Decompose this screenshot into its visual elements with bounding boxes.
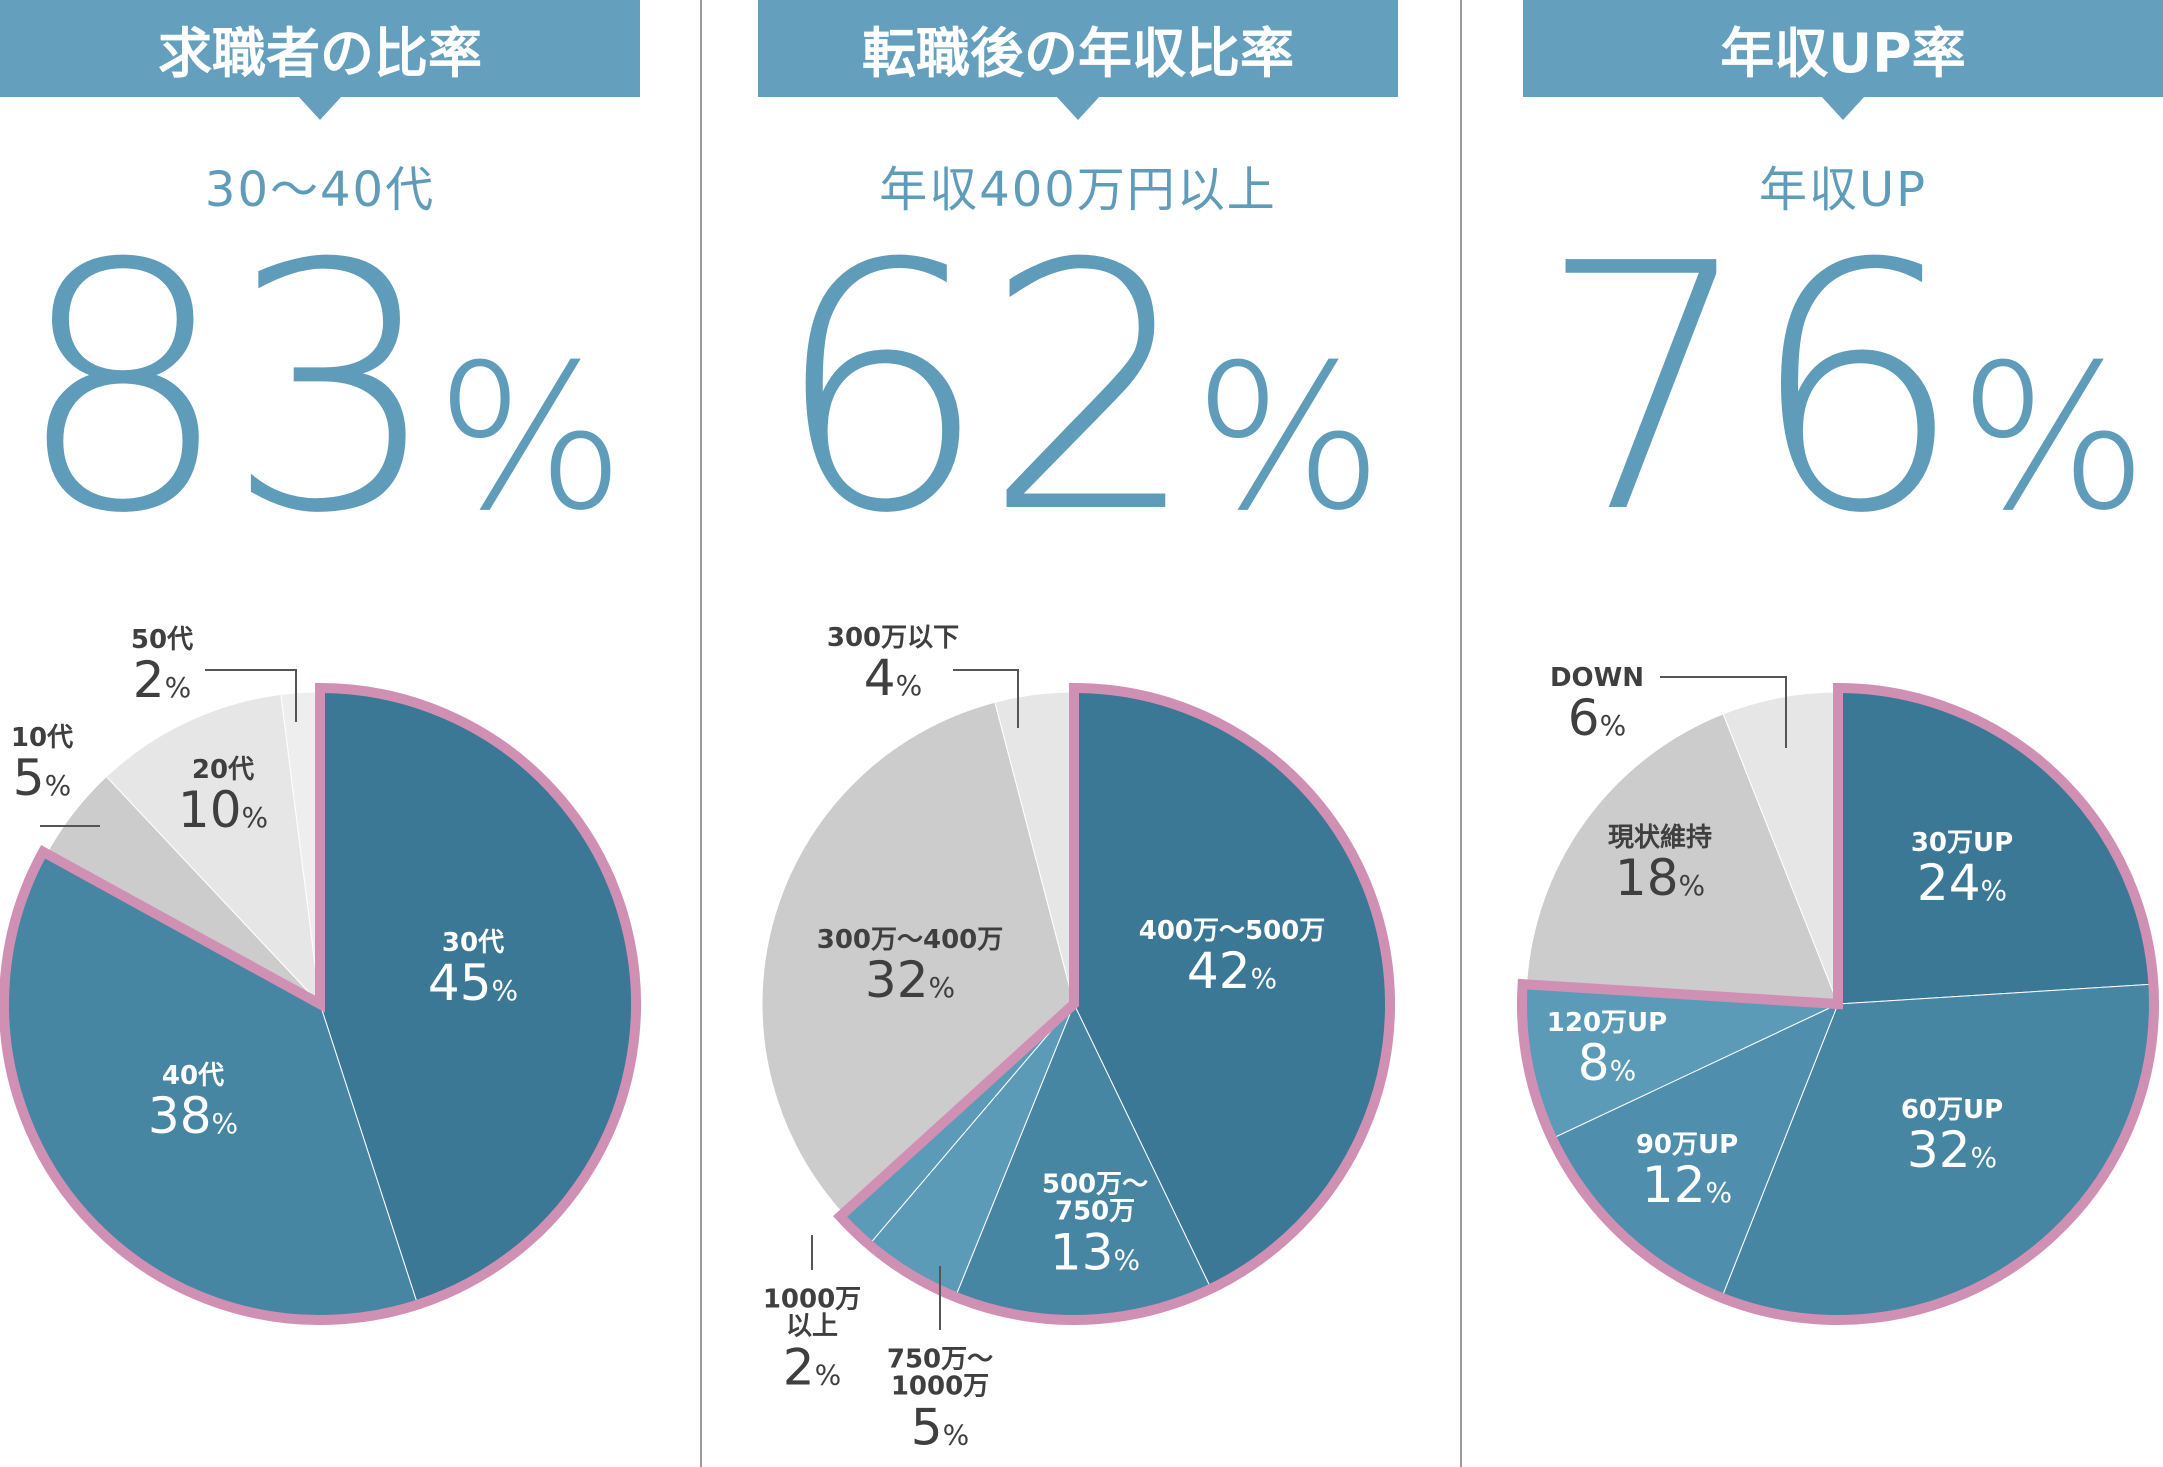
panel-income-after-change: 転職後の年収比率 年収400万円以上 62% — [700, 0, 1460, 1467]
slice-20s — [105, 693, 321, 1006]
panel-title: 年収UP率 — [1720, 22, 1966, 85]
column-divider-2 — [1460, 0, 1462, 1467]
slice-label-over-1000: 1000万 以上 2% — [762, 1284, 862, 1397]
slice-label-750-1000: 750万〜 1000万 5% — [886, 1344, 994, 1457]
slice-label-down: DOWN 6% — [1549, 663, 1645, 748]
slice-label-20s: 20代 10% — [177, 755, 269, 840]
headline-percent-sign: % — [1193, 322, 1384, 555]
banner-arrow — [1056, 96, 1100, 120]
panel-income-up-rate: 年収UP率 年収UP 76% — [1460, 0, 2163, 1467]
leader-line — [205, 669, 297, 722]
headline-percentage: 83% — [0, 220, 640, 580]
slice-label-status-quo: 現状維持 18% — [1607, 823, 1713, 908]
slice-label-10s: 10代 5% — [10, 723, 74, 808]
panel-title-banner: 転職後の年収比率 — [758, 0, 1398, 97]
highlight-outline — [833, 682, 1395, 1325]
banner-arrow — [1821, 96, 1865, 120]
panel-title: 求職者の比率 — [158, 22, 482, 85]
panel-title-banner: 求職者の比率 — [0, 0, 640, 97]
slice-label-120man-up: 120万UP 8% — [1546, 1008, 1668, 1093]
headline-percent-sign: % — [435, 322, 626, 555]
headline-number: 83 — [14, 192, 442, 588]
banner-arrow — [298, 96, 342, 120]
highlight-outline — [0, 682, 641, 1325]
leader-line — [1660, 676, 1787, 748]
panel-subtitle: 年収400万円以上 — [879, 162, 1277, 218]
slice-status-quo — [1526, 713, 1839, 1005]
slice-label-40s: 40代 38% — [147, 1061, 239, 1146]
panel-subtitle: 年収UP — [1758, 162, 1928, 218]
headline-percentage: 62% — [758, 220, 1398, 580]
slice-label-30man-up: 30万UP 24% — [1910, 828, 2014, 913]
slice-label-500-750: 500万〜 750万 13% — [1041, 1169, 1149, 1282]
slice-300-400 — [761, 701, 1075, 1215]
panel-subtitle: 30〜40代 — [204, 162, 436, 218]
leader-line — [953, 669, 1019, 728]
highlight-outline — [1517, 682, 2159, 1325]
panel-title: 転職後の年収比率 — [862, 22, 1294, 85]
headline-number: 76 — [1537, 192, 1965, 588]
panel-title-banner: 年収UP率 — [1523, 0, 2163, 97]
headline-percentage: 76% — [1523, 220, 2163, 580]
headline-percent-sign: % — [1958, 322, 2149, 555]
slice-label-400-500: 400万〜500万 42% — [1138, 916, 1326, 1001]
panel-job-seekers: 求職者の比率 30〜40代 83% — [0, 0, 700, 1467]
slice-label-30s: 30代 45% — [427, 928, 519, 1013]
headline-number: 62 — [772, 192, 1200, 588]
slice-label-under-300: 300万以下 4% — [826, 623, 960, 708]
slice-label-90man-up: 90万UP 12% — [1635, 1130, 1739, 1215]
slice-label-60man-up: 60万UP 32% — [1900, 1095, 2004, 1180]
slice-label-300-400: 300万〜400万 32% — [816, 925, 1004, 1010]
slice-label-50s: 50代 2% — [130, 625, 194, 710]
column-divider-1 — [700, 0, 702, 1467]
